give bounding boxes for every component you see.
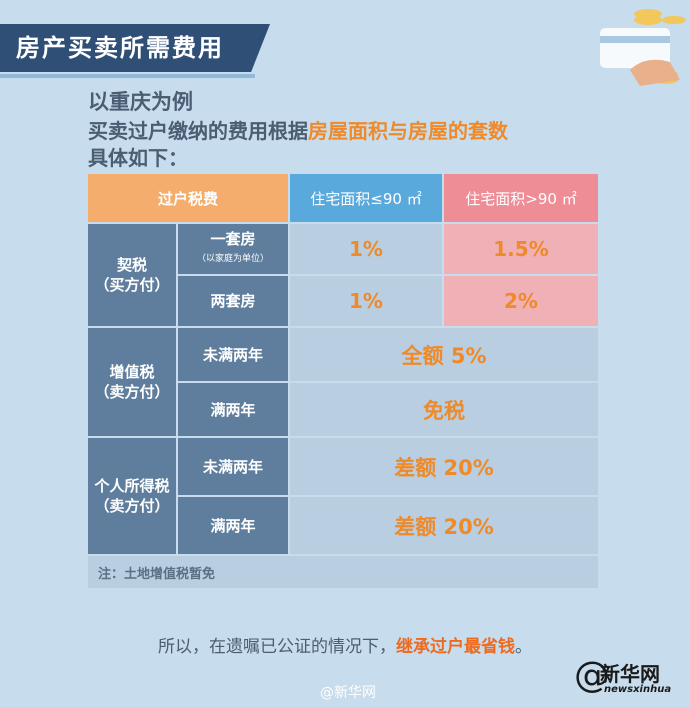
income-tax-over-two-value: 差额 20%	[290, 497, 598, 554]
at-icon: @	[574, 655, 610, 696]
header-area-small: 住宅面积≤90 ㎡	[290, 174, 442, 222]
vat-row-over-two-label: 满两年	[178, 383, 288, 436]
income-tax-under-two-value: 差额 20%	[290, 438, 598, 495]
income-tax-label-line1: 个人所得税	[94, 477, 170, 495]
vat-over-two-value: 免税	[290, 383, 598, 436]
deed-tax-row-one-label: 一套房 （以家庭为单位）	[178, 224, 288, 274]
row-label: 一套房	[210, 230, 256, 248]
conclusion-prefix: 所以，在遗嘱已公证的情况下，	[158, 637, 396, 657]
intro-text: 买卖过户缴纳的费用根据房屋面积与房屋的套数具体如下：	[88, 118, 608, 172]
subtitle: 以重庆为例	[88, 90, 193, 114]
income-tax-row-over-two-label: 满两年	[178, 497, 288, 554]
deed-tax-one-small: 1%	[290, 224, 442, 274]
row-sublabel: （以家庭为单位）	[196, 254, 269, 264]
vat-under-two-value: 全额 5%	[290, 328, 598, 381]
vat-label: 增值税 （卖方付）	[88, 328, 176, 436]
intro-suffix: 具体如下：	[88, 146, 188, 170]
income-tax-label-line2: （卖方付）	[94, 497, 170, 515]
vat-label-line1: 增值税	[109, 363, 155, 381]
deed-tax-two-small: 1%	[290, 276, 442, 326]
deed-tax-label-line1: 契税	[116, 256, 147, 274]
conclusion-suffix: 。	[515, 637, 532, 657]
income-tax-label: 个人所得税 （卖方付）	[88, 438, 176, 554]
deed-tax-row-two-label: 两套房	[178, 276, 288, 326]
vat-label-line2: （卖方付）	[94, 383, 170, 401]
card-coins-illustration	[600, 9, 686, 86]
vat-row-under-two-label: 未满两年	[178, 328, 288, 381]
deed-tax-two-large: 2%	[444, 276, 598, 326]
logo-en: newsxinhua	[604, 684, 672, 695]
xinhua-logo: @ 新华网 newsxinhua	[574, 656, 682, 700]
weibo-watermark: @新华网	[320, 685, 376, 701]
conclusion-text: 所以，在遗嘱已公证的情况下，继承过户最省钱。	[0, 632, 690, 657]
intro-highlight: 房屋面积与房屋的套数	[308, 119, 508, 143]
conclusion-highlight: 继承过户最省钱	[396, 637, 515, 657]
deed-tax-label: 契税 （买方付）	[88, 224, 176, 326]
deed-tax-one-large: 1.5%	[444, 224, 598, 274]
deed-tax-label-line2: （买方付）	[94, 276, 170, 294]
table-note: 注：土地增值税暂免	[88, 556, 598, 588]
income-tax-row-under-two-label: 未满两年	[178, 438, 288, 495]
header-area-large: 住宅面积>90 ㎡	[444, 174, 598, 222]
page-title: 房产买卖所需费用	[0, 24, 270, 72]
header-corner: 过户税费	[88, 174, 288, 222]
intro-prefix: 买卖过户缴纳的费用根据	[88, 119, 308, 143]
title-underline	[0, 74, 255, 78]
logo-name: 新华网	[600, 662, 660, 686]
